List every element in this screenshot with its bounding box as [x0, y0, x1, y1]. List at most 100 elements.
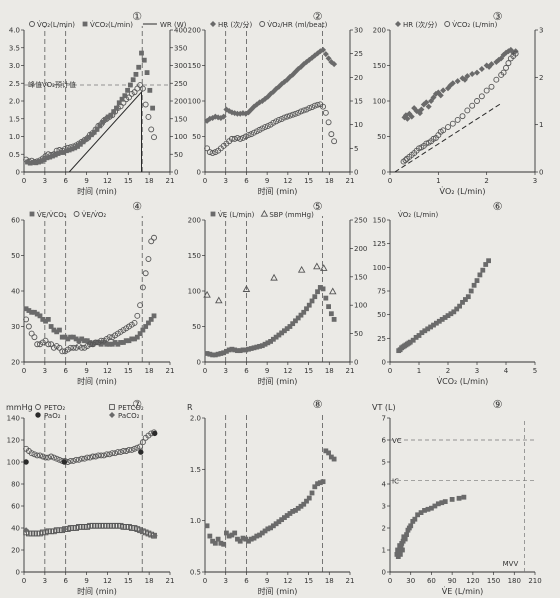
panel-p4: 0 3 6 9 12 15 18 21 20 30 40 50 60 时间 (min) ④ V̇E/V̇CO₂…: [11, 200, 174, 386]
data-point: [87, 340, 93, 345]
x-tick-label: 0: [388, 577, 392, 585]
data-point: [286, 112, 293, 119]
data-point: [320, 286, 326, 292]
panel-p1: 0 3 6 9 12 15 18 2100.51.01.52.02.53.03.54.0050…: [9, 10, 188, 196]
data-point: [139, 50, 144, 56]
x-tick-label: 0: [22, 367, 26, 375]
legend-label: V̇O₂(L/min): [37, 21, 75, 29]
data-point: [83, 136, 89, 142]
x-tick-label: 12: [103, 367, 112, 375]
data-point: [152, 430, 158, 437]
y-unit-label: mmHg: [6, 403, 33, 412]
data-point: [37, 452, 43, 459]
data-point: [428, 324, 433, 330]
x-tick-label: 180: [508, 577, 521, 585]
data-point: [248, 131, 255, 138]
data-point: [140, 327, 146, 333]
data-point: [207, 351, 213, 357]
data-point: [449, 80, 456, 87]
data-point: [464, 73, 471, 80]
data-point: [251, 535, 257, 541]
data-point: [402, 536, 408, 542]
data-point: [461, 494, 467, 500]
x-tick-label: 21: [346, 367, 355, 375]
legend-marker: [210, 21, 216, 27]
data-point: [477, 272, 483, 278]
data-point: [68, 334, 73, 340]
x-tick-label: 1: [417, 367, 421, 375]
y-tick-label: 50: [192, 323, 201, 331]
data-point: [259, 530, 265, 536]
x-tick-label: 6: [63, 577, 68, 585]
data-point: [257, 343, 262, 349]
data-point: [94, 127, 100, 132]
data-point: [107, 341, 112, 347]
x-tick-label: 3: [223, 367, 227, 375]
data-point: [23, 527, 30, 534]
data-point: [418, 106, 425, 113]
data-point: [70, 334, 76, 340]
data-point: [39, 453, 46, 460]
data-point: [480, 267, 486, 273]
data-point: [237, 135, 244, 142]
data-point: [273, 334, 279, 340]
y2-tick-label: 150: [174, 115, 187, 123]
data-point: [309, 104, 315, 111]
data-point: [268, 525, 273, 531]
data-point: [139, 439, 146, 446]
data-point: [311, 102, 318, 109]
data-point: [256, 126, 263, 133]
data-point: [449, 120, 456, 127]
data-point: [139, 85, 146, 92]
legend-marker: [73, 211, 80, 217]
data-point: [397, 552, 403, 557]
y2-tick-label: 150: [354, 273, 367, 281]
data-point: [323, 448, 329, 454]
data-point: [210, 538, 215, 544]
data-point: [290, 321, 296, 327]
data-point: [300, 107, 307, 114]
legend-label: HR (次/分): [403, 20, 437, 29]
wr-series-line: [24, 90, 142, 173]
legend-label: PETCO₂: [118, 404, 144, 412]
x-tick-label: 9: [265, 577, 269, 585]
data-point: [488, 83, 495, 90]
data-point: [77, 141, 83, 147]
data-point: [73, 336, 79, 342]
legend-label: PaCO₂: [118, 412, 140, 420]
x-tick-label: 4: [504, 367, 509, 375]
y-tick-label: 5: [382, 459, 386, 467]
data-point: [78, 455, 85, 462]
data-point: [42, 337, 49, 344]
data-point: [460, 299, 465, 305]
x-axis-label: 时间 (min): [258, 186, 298, 196]
data-point: [44, 155, 50, 161]
data-point: [98, 337, 105, 344]
data-point: [212, 149, 219, 156]
data-point: [132, 336, 137, 342]
data-point: [128, 446, 135, 453]
y-tick-label: 100: [188, 288, 201, 296]
y-tick-label: 3.5: [9, 44, 20, 52]
data-point: [145, 114, 152, 120]
data-point: [408, 113, 415, 120]
panel-p8: 0 3 6 9 12 15 18 21 0.5 1.0 1.5 2.0 时间 (min) ⑧ R: [187, 398, 354, 596]
x-tick-label: 30: [406, 577, 415, 585]
y-tick-label: 1.0: [9, 133, 20, 141]
data-point: [116, 100, 122, 106]
data-point: [91, 129, 97, 135]
data-point: [439, 500, 445, 506]
data-point: [298, 312, 304, 318]
data-point: [129, 336, 135, 342]
data-point: [279, 517, 285, 523]
y-tick-label: 0: [197, 359, 201, 367]
y-tick-label: 40: [11, 525, 20, 533]
data-point: [139, 284, 146, 291]
data-point: [56, 344, 63, 351]
x-tick-label: 2: [446, 367, 450, 375]
data-point: [23, 306, 29, 312]
data-point: [320, 479, 326, 485]
data-point: [505, 60, 512, 67]
data-point: [248, 346, 254, 351]
data-point: [23, 459, 29, 465]
